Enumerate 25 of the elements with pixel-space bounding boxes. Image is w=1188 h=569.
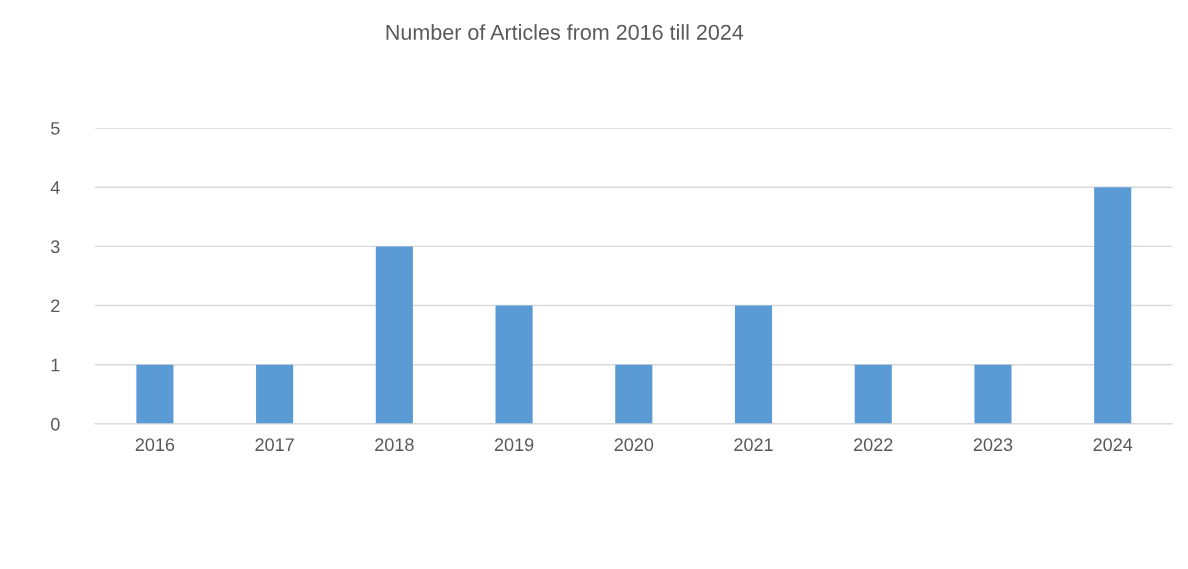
bar <box>854 364 892 424</box>
y-tick-label: 2 <box>51 299 60 313</box>
y-tick-label: 0 <box>50 417 60 431</box>
x-tick-label: 2024 <box>1093 438 1133 452</box>
bar <box>615 364 653 424</box>
bar <box>495 305 533 424</box>
chart-title: Number of Articles from 2016 till 2024 <box>386 24 744 40</box>
y-tick-label: 3 <box>50 240 60 254</box>
x-tick-label: 2017 <box>255 438 294 452</box>
x-tick-label: 2020 <box>614 438 654 452</box>
y-tick-label: 5 <box>51 122 60 135</box>
x-tick-label: 2019 <box>494 438 534 452</box>
x-tick-label: 2022 <box>854 438 893 452</box>
x-tick-label: 2021 <box>734 438 773 452</box>
x-tick-label: 2016 <box>135 438 175 452</box>
bar <box>734 305 773 424</box>
x-tick-label: 2018 <box>375 438 414 452</box>
bar <box>1094 187 1132 424</box>
bar <box>375 246 413 424</box>
y-tick-label: 1 <box>51 358 60 372</box>
x-tick-label: 2023 <box>973 438 1013 452</box>
bar <box>136 364 174 424</box>
bar <box>974 364 1012 424</box>
y-tick-label: 4 <box>50 181 60 194</box>
bar <box>256 364 294 424</box>
